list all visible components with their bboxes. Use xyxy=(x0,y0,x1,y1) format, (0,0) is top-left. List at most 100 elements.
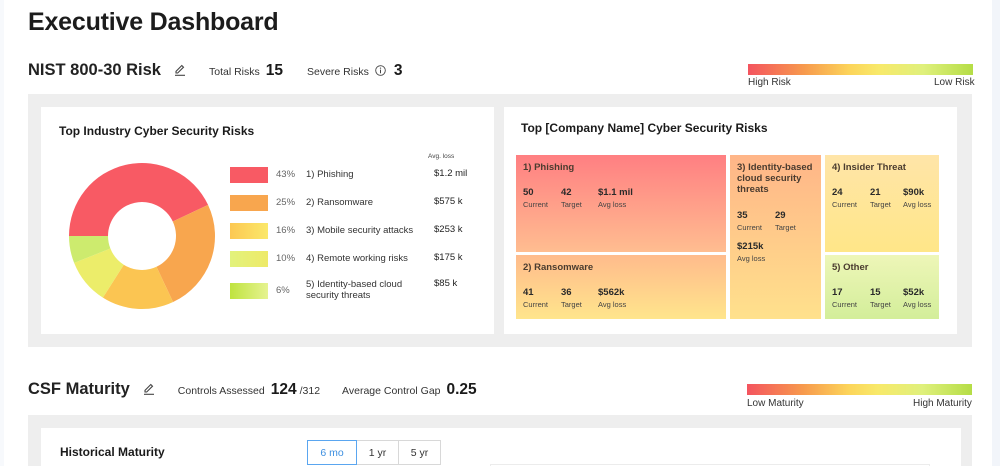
treemap-tile-identity[interactable]: 3) Identity-based cloud security threats… xyxy=(730,155,821,319)
tile-avg-loss-label: Avg loss xyxy=(903,300,932,309)
total-risks-value: 15 xyxy=(265,62,283,79)
donut-slice[interactable] xyxy=(74,248,124,298)
tile-target: 15 xyxy=(870,287,881,298)
tile-target: 42 xyxy=(561,187,572,198)
tile-avg-loss-label: Avg loss xyxy=(737,254,766,263)
tile-current-label: Current xyxy=(737,223,763,232)
legend-pct: 25% xyxy=(276,197,296,208)
tile-current: 17 xyxy=(832,287,843,298)
historical-chart-frame xyxy=(490,464,930,466)
tile-avg-loss: $90k xyxy=(903,187,925,198)
range-6mo-button[interactable]: 6 mo xyxy=(307,440,357,465)
tile-avg-loss: $215k xyxy=(737,241,764,252)
severe-risks-label: Severe Risks xyxy=(307,66,369,78)
severe-risks-value: 3 xyxy=(393,62,403,79)
tile-target: 36 xyxy=(561,287,572,298)
tile-target: 29 xyxy=(775,210,786,221)
historical-maturity-title: Historical Maturity xyxy=(60,445,165,459)
csf-section-title: CSF Maturity xyxy=(28,380,130,398)
tile-avg-loss: $52k xyxy=(903,287,925,298)
avg-control-gap-value: 0.25 xyxy=(446,381,477,398)
dashboard-page: Executive Dashboard NIST 800-30 Risk Tot… xyxy=(4,0,992,466)
donut-slice[interactable] xyxy=(69,236,111,263)
avg-control-gap-label: Average Control Gap xyxy=(342,385,441,397)
legend-pct: 10% xyxy=(276,253,296,264)
csf-section-header: CSF Maturity Controls Assessed 124 /312 … xyxy=(28,380,501,399)
maturity-gradient-legend xyxy=(747,384,972,395)
tile-name: 3) Identity-based cloud security threats xyxy=(737,162,813,195)
tile-name: 1) Phishing xyxy=(523,162,575,173)
treemap-tile-other[interactable]: 5) Other 17 Current 15 Target $52k Avg loss xyxy=(825,255,939,319)
legend-item-ransomware: 25% 2) Ransomware $575 k xyxy=(230,195,480,211)
legend-high-risk-label: High Risk xyxy=(748,77,791,88)
controls-total: /312 xyxy=(299,385,321,397)
legend-loss: $85 k xyxy=(434,278,458,289)
legend-swatch xyxy=(230,251,268,267)
legend-name: 1) Phishing xyxy=(306,169,354,180)
donut-slice[interactable] xyxy=(69,163,209,236)
tile-avg-loss-label: Avg loss xyxy=(903,200,932,209)
legend-item-remote: 10% 4) Remote working risks $175 k xyxy=(230,251,480,267)
industry-risks-card: Top Industry Cyber Security Risks xyxy=(41,107,494,334)
nist-section-title: NIST 800-30 Risk xyxy=(28,61,161,79)
legend-pct: 43% xyxy=(276,169,296,180)
tile-target-label: Target xyxy=(870,300,891,309)
tile-current-label: Current xyxy=(832,300,858,309)
legend-low-maturity-label: Low Maturity xyxy=(747,398,804,409)
range-1yr-button[interactable]: 1 yr xyxy=(356,440,399,465)
legend-item-identity: 6% 5) Identity-based cloud security thre… xyxy=(230,277,480,301)
legend-swatch xyxy=(230,223,268,239)
legend-name: 5) Identity-based cloud security threats xyxy=(306,279,403,301)
tile-current-label: Current xyxy=(832,200,858,209)
industry-donut-chart xyxy=(69,163,215,309)
controls-assessed-value: 124 xyxy=(270,381,297,398)
legend-swatch xyxy=(230,283,268,299)
legend-loss: $175 k xyxy=(434,252,463,263)
tile-current-label: Current xyxy=(523,300,549,309)
tile-name: 5) Other xyxy=(832,262,869,273)
legend-name: 2) Ransomware xyxy=(306,197,374,208)
legend-item-mobile: 16% 3) Mobile security attacks $253 k xyxy=(230,223,480,239)
tile-target-label: Target xyxy=(775,223,796,232)
treemap-tile-insider-threat[interactable]: 4) Insider Threat 24 Current 21 Target $90… xyxy=(825,155,939,252)
nist-section-header: NIST 800-30 Risk Total Risks 15 Severe R… xyxy=(28,61,426,80)
tile-target: 21 xyxy=(870,187,881,198)
legend-loss: $575 k xyxy=(434,196,463,207)
tile-current: 50 xyxy=(523,187,534,198)
treemap-tile-ransomware[interactable]: 2) Ransomware 41 Current 36 Target $562k Av… xyxy=(516,255,726,319)
info-circle-icon[interactable] xyxy=(375,63,386,76)
risk-gradient-legend xyxy=(748,64,973,75)
donut-slice[interactable] xyxy=(102,264,174,309)
donut-slice[interactable] xyxy=(156,204,215,303)
tile-target-label: Target xyxy=(561,300,582,309)
tile-current: 35 xyxy=(737,210,748,221)
tile-target-label: Target xyxy=(870,200,891,209)
industry-card-title: Top Industry Cyber Security Risks xyxy=(59,124,255,138)
company-card-title: Top [Company Name] Cyber Security Risks xyxy=(521,121,768,135)
range-5yr-button[interactable]: 5 yr xyxy=(398,440,441,465)
tile-avg-loss-label: Avg loss xyxy=(598,300,627,309)
legend-pct: 16% xyxy=(276,225,296,236)
tile-avg-loss-label: Avg loss xyxy=(598,200,627,209)
treemap-tile-phishing[interactable]: 1) Phishing 50 Current 42 Target $1.1 mil A… xyxy=(516,155,726,252)
tile-current-label: Current xyxy=(523,200,549,209)
legend-item-phishing: 43% 1) Phishing $1.2 mil xyxy=(230,167,480,183)
tile-target-label: Target xyxy=(561,200,582,209)
scrollbar-track[interactable] xyxy=(992,0,1000,466)
pencil-icon[interactable] xyxy=(142,382,156,396)
tile-current: 24 xyxy=(832,187,843,198)
tile-name: 2) Ransomware xyxy=(523,262,594,273)
historical-maturity-card: Historical Maturity xyxy=(41,428,961,466)
legend-loss: $253 k xyxy=(434,224,463,235)
legend-swatch xyxy=(230,195,268,211)
page-title: Executive Dashboard xyxy=(28,8,279,36)
pencil-icon[interactable] xyxy=(173,63,187,77)
legend-pct: 6% xyxy=(276,285,290,296)
avg-loss-header: Avg. loss xyxy=(428,153,455,160)
tile-current: 41 xyxy=(523,287,534,298)
legend-name: 4) Remote working risks xyxy=(306,253,408,264)
legend-loss: $1.2 mil xyxy=(434,168,468,179)
legend-low-risk-label: Low Risk xyxy=(934,77,975,88)
total-risks-label: Total Risks xyxy=(208,66,260,78)
legend-high-maturity-label: High Maturity xyxy=(913,398,972,409)
